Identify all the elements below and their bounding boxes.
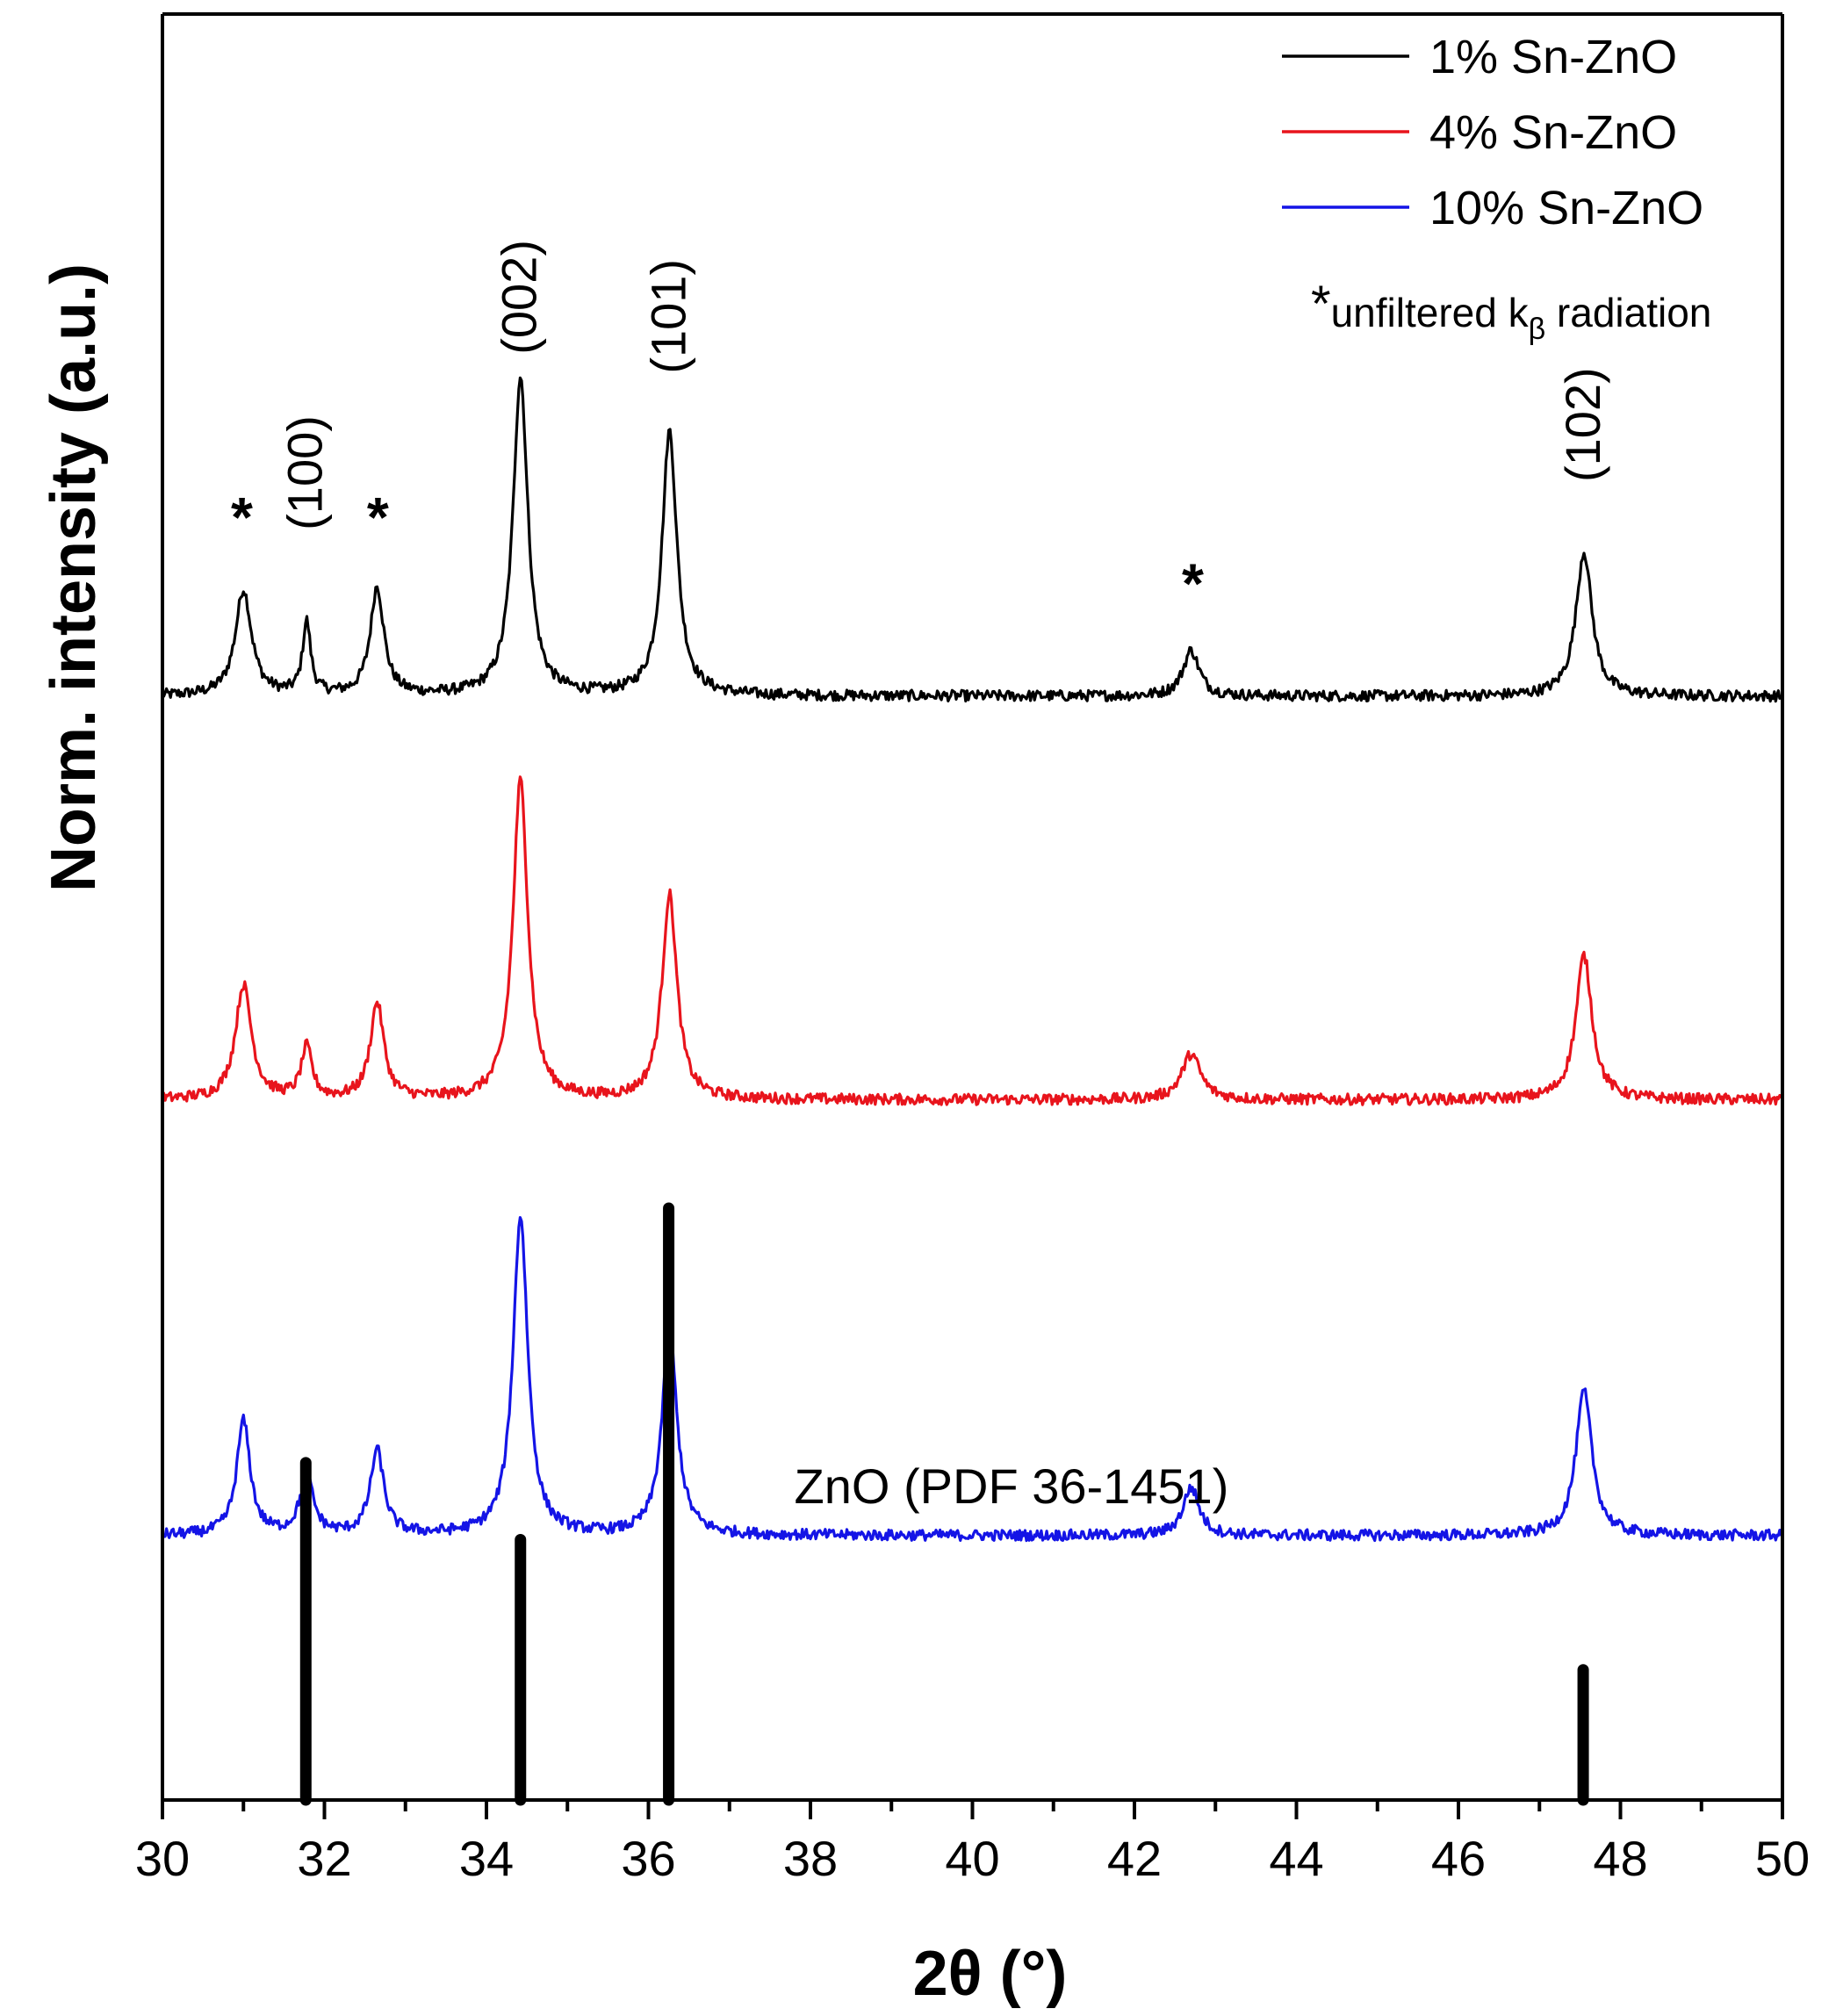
legend-note-star: * [1311, 276, 1331, 333]
peak-label-1: (100) [277, 415, 332, 530]
peak-label-2: (002) [492, 240, 547, 355]
legend-label-2: 4% Sn-ZnO [1429, 106, 1677, 159]
series-line-3 [161, 1216, 1783, 1543]
legend-note-sub: β [1529, 313, 1546, 346]
x-tick-label-46: 46 [1431, 1831, 1486, 1886]
x-tick-label-36: 36 [621, 1831, 675, 1886]
y-axis-title: Norm. intensity (a.u.) [39, 263, 109, 892]
legend-note-tail: radiation [1545, 290, 1711, 335]
legend-label-3: 10% Sn-ZnO [1429, 182, 1703, 234]
x-tick-label-32: 32 [297, 1831, 351, 1886]
legend-note: *unfiltered kβ radiation [1311, 276, 1711, 346]
reference-label: ZnO (PDF 36-1451) [795, 1458, 1229, 1514]
series-line-2 [161, 775, 1784, 1106]
x-tick-label-48: 48 [1593, 1831, 1647, 1886]
x-tick-label-44: 44 [1269, 1831, 1323, 1886]
x-tick-label-34: 34 [459, 1831, 514, 1886]
x-tick-label-30: 30 [135, 1831, 190, 1886]
series-line-1 [161, 376, 1784, 703]
x-tick-label-50: 50 [1755, 1831, 1810, 1886]
peak-label-3: (101) [640, 259, 695, 374]
x-tick-label-38: 38 [783, 1831, 838, 1886]
asterisk-3: * [1182, 551, 1204, 615]
x-axis-title-symbol: 2θ [913, 1939, 1000, 2009]
legend-note-text: unfiltered k [1331, 290, 1530, 335]
x-axis-title-unit: (°) [1000, 1939, 1068, 2009]
x-tick-label-40: 40 [945, 1831, 999, 1886]
asterisk-2: * [367, 486, 389, 549]
asterisk-1: * [231, 486, 253, 549]
x-tick-label-42: 42 [1107, 1831, 1162, 1886]
x-axis-title: 2θ (°) [913, 1939, 1068, 2009]
peak-label-4: (102) [1555, 367, 1610, 482]
plot-area: ZnO (PDF 36-1451)(100)(002) (101)(102)* **… [39, 12, 1810, 2009]
legend-label-1: 1% Sn-ZnO [1429, 31, 1677, 83]
